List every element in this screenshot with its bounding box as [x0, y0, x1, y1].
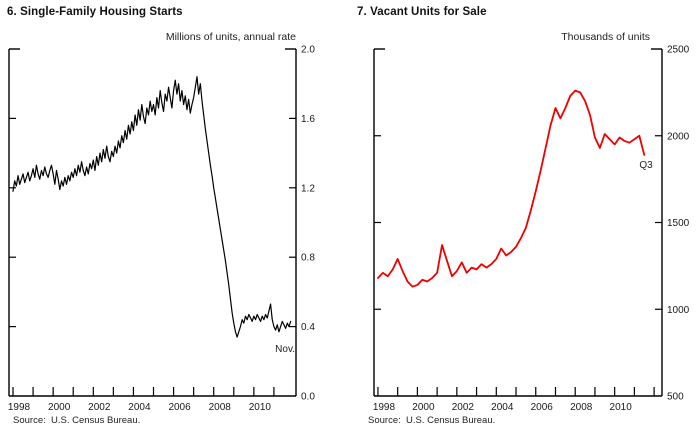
x-tick-label: 2008 — [209, 402, 232, 413]
x-tick-label: 2000 — [48, 402, 71, 413]
y-tick-label: 2000 — [667, 131, 690, 142]
chart-vacant-units-source: Source: U.S. Census Bureau. — [368, 415, 496, 426]
x-tick-label: 2004 — [491, 402, 514, 413]
chart-housing-starts-unit-label: Millions of units, annual rate — [165, 31, 296, 43]
y-tick-label: 1000 — [667, 305, 690, 316]
x-tick-label: 2008 — [570, 402, 593, 413]
chart-vacant-units-title: 7. Vacant Units for Sale — [357, 6, 487, 18]
y-tick-label: 1.6 — [301, 114, 315, 125]
x-tick-label: 1998 — [373, 402, 396, 413]
x-tick-label: 2006 — [168, 402, 191, 413]
y-tick-label: 1.2 — [301, 183, 315, 194]
x-tick-label: 2006 — [531, 402, 554, 413]
y-tick-label: 500 — [667, 392, 684, 403]
series-housing-starts — [12, 76, 292, 338]
x-tick-label: 2002 — [88, 402, 111, 413]
y-tick-label: 2.0 — [301, 45, 315, 56]
last-point-label-q3: Q3 — [639, 160, 653, 171]
x-tick-label: 1998 — [8, 402, 31, 413]
x-tick-label: 2000 — [412, 402, 435, 413]
last-point-label-nov: Nov. — [275, 344, 295, 355]
chart-housing-starts-title: 6. Single-Family Housing Starts — [7, 6, 183, 18]
y-tick-label: 0.0 — [301, 392, 315, 403]
y-tick-label: 0.8 — [301, 253, 315, 264]
series-vacant-units — [377, 89, 646, 288]
y-tick-label: 2500 — [667, 45, 690, 56]
x-tick-label: 2002 — [452, 402, 475, 413]
x-tick-label: 2010 — [610, 402, 633, 413]
y-tick-label: 0.4 — [301, 322, 315, 333]
chart-vacant-units-unit-label: Thousands of units — [561, 31, 650, 43]
x-tick-label: 2004 — [128, 402, 151, 413]
chart-housing-starts-source: Source: U.S. Census Bureau. — [13, 415, 141, 426]
x-tick-label: 2010 — [249, 402, 272, 413]
y-tick-label: 1500 — [667, 218, 690, 229]
